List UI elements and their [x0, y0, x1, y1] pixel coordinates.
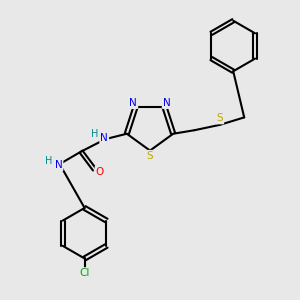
- Text: H: H: [91, 129, 99, 139]
- Text: N: N: [55, 160, 62, 170]
- Text: S: S: [147, 151, 153, 161]
- Text: H: H: [45, 155, 52, 166]
- Text: N: N: [163, 98, 171, 108]
- Text: N: N: [100, 133, 108, 143]
- Text: O: O: [96, 167, 104, 177]
- Text: Cl: Cl: [80, 268, 90, 278]
- Text: N: N: [129, 98, 137, 108]
- Text: S: S: [217, 113, 223, 123]
